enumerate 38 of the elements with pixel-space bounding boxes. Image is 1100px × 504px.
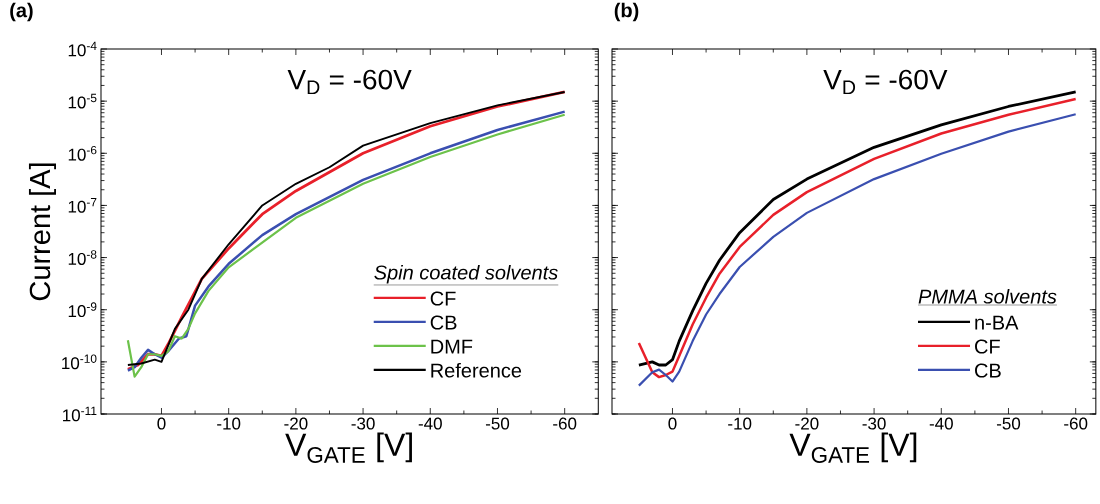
x-tick-label: -40 <box>418 417 442 430</box>
x-tick-label: -10 <box>217 417 241 430</box>
x-tick-label: -30 <box>862 417 886 430</box>
x-tick-label: -50 <box>485 417 510 430</box>
legend-label: n-BA <box>975 315 1019 330</box>
legend-label: CB <box>975 363 1001 378</box>
y-tick-label: 10$^{-7}$ <box>68 198 97 213</box>
legend-label: CB <box>430 315 457 330</box>
legend-title: Spin coated solvents <box>374 264 558 284</box>
y-tick-label: 10$^{-5}$ <box>68 93 97 109</box>
x-tick-label: -10 <box>728 417 752 430</box>
x-tick-label: -30 <box>351 417 375 430</box>
x-tick-label: -20 <box>795 417 819 430</box>
legend-title: PMMA solvents <box>918 288 1057 304</box>
y-tick-label: 10$^{-8}$ <box>68 250 97 265</box>
y-tick-label: 10$^{-11}$ <box>63 406 97 422</box>
x-tick-label: -20 <box>284 417 308 430</box>
y-tick-label: 10$^{-10}$ <box>62 354 97 370</box>
annotation: V$_{D}$ = -60V <box>823 69 948 95</box>
annotation: V$_{D}$ = -60V <box>287 69 412 95</box>
x-tick-label: -40 <box>929 417 953 430</box>
x-axis-title: V$_{GATE}$ [V] <box>285 432 412 463</box>
x-tick-label: -60 <box>1064 417 1088 430</box>
x-tick-label: -50 <box>996 417 1021 430</box>
chart-title: (b) <box>614 2 639 22</box>
x-tick-label: -60 <box>553 417 577 430</box>
chart-title: (a) <box>10 2 33 22</box>
y-tick-label: 10$^{-9}$ <box>68 302 97 318</box>
y-tick-label: 10$^{-4}$ <box>68 41 97 57</box>
x-tick-label: 0 <box>157 417 166 430</box>
x-axis-title: V$_{GATE}$ [V] <box>789 432 917 463</box>
y-tick-label: 10$^{-6}$ <box>68 145 97 161</box>
x-tick-label: 0 <box>668 417 677 430</box>
legend-label: CF <box>975 339 1000 354</box>
legend-label: DMF <box>431 339 473 354</box>
legend-label: CF <box>430 291 456 306</box>
legend-label: Reference <box>431 362 522 378</box>
y-axis-title: Current [A] <box>28 163 56 301</box>
